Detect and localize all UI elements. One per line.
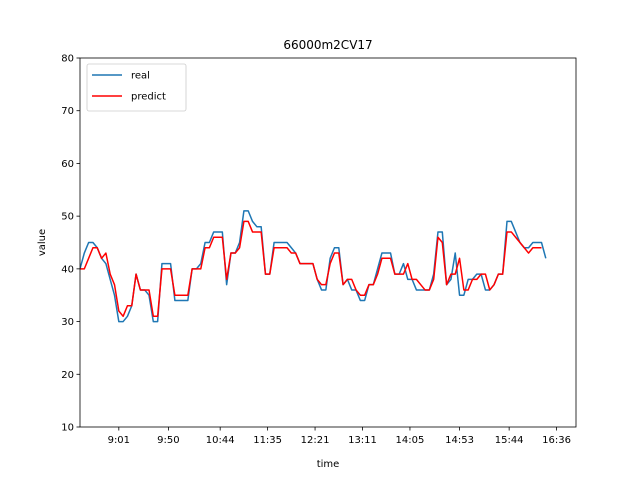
plot-area [80,210,547,323]
y-tick-label: 30 [61,317,74,328]
x-tick-label: 9:50 [157,435,179,446]
series-line-predict [80,220,542,318]
legend-label-real: real [131,71,150,82]
y-tick-label: 80 [61,54,74,65]
x-tick-label: 10:44 [206,435,235,446]
x-tick-label: 16:36 [542,435,571,446]
y-tick-label: 70 [61,106,74,117]
x-tick-label: 15:44 [495,435,524,446]
y-tick-label: 10 [61,423,74,434]
x-axis-label: time [317,459,340,470]
y-tick-label: 50 [61,212,74,223]
plot-frame [79,57,577,428]
x-tick-label: 14:53 [445,435,474,446]
legend: real predict [86,63,187,112]
x-tick-label: 9:01 [108,435,130,446]
x-tick-label: 12:21 [301,435,330,446]
y-axis-label: value [37,229,48,256]
y-tick-label: 60 [61,159,74,170]
chart-title: 66000m2CV17 [283,38,372,52]
x-tick-label: 11:35 [253,435,282,446]
x-tick-label: 13:11 [348,435,377,446]
y-tick-label: 40 [61,264,74,275]
y-tick-label: 20 [61,370,74,381]
legend-label-predict: predict [131,92,166,103]
x-tick-label: 14:05 [396,435,425,446]
